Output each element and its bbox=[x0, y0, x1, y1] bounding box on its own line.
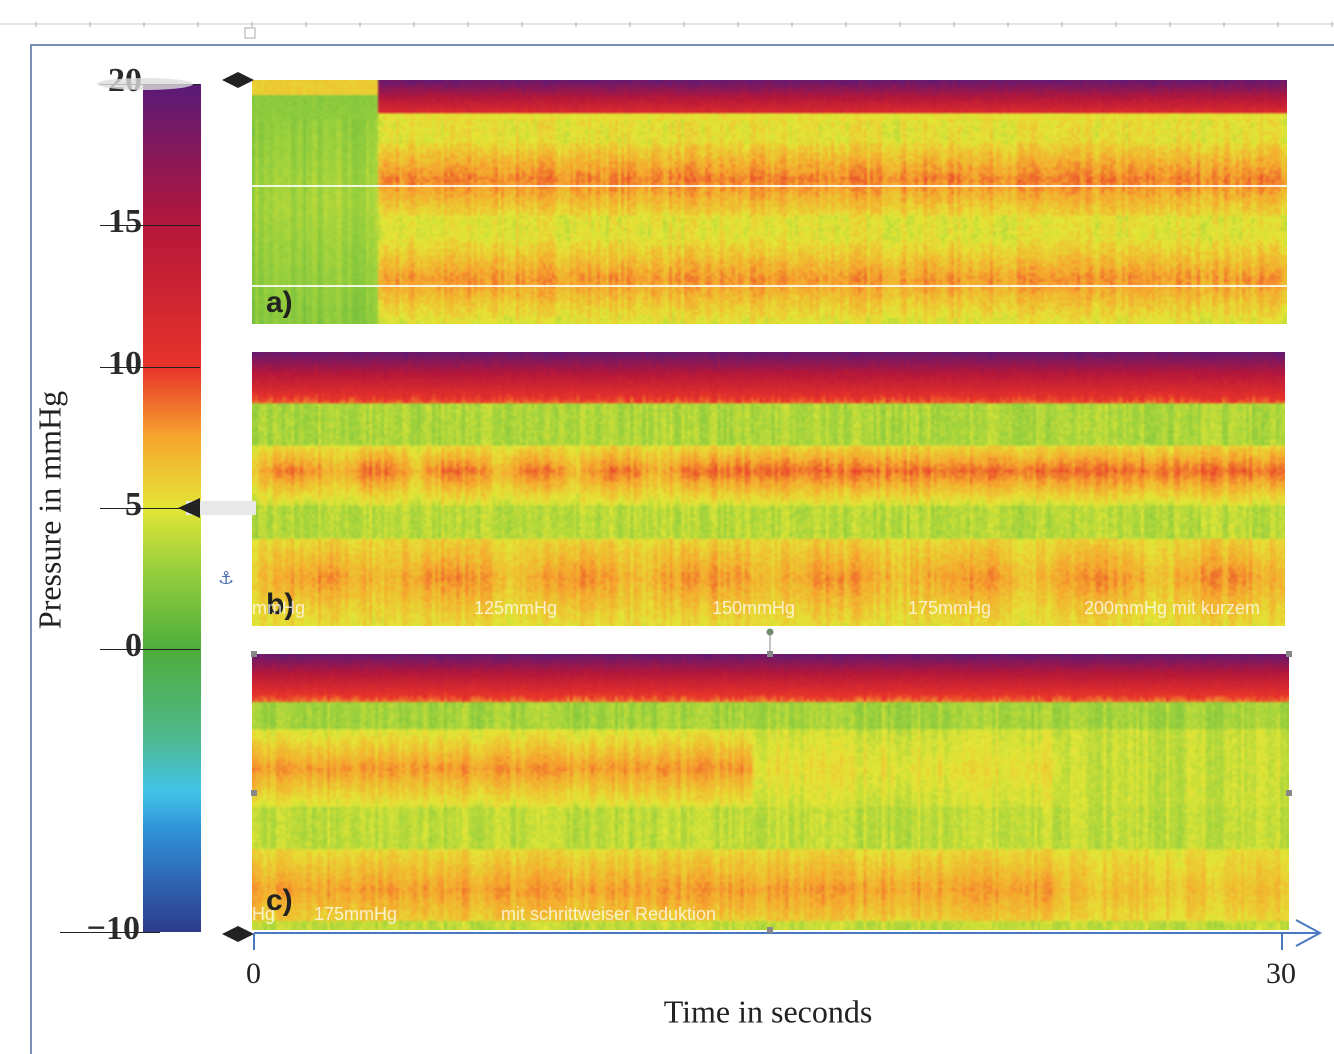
heatmap-panel-a[interactable]: a) bbox=[252, 80, 1287, 324]
colorbar-tick-label: 5 bbox=[125, 486, 142, 523]
colorbar-tick-label: 0 bbox=[125, 627, 142, 665]
reference-line bbox=[252, 285, 1287, 287]
colorbar-tick-label: 20 bbox=[108, 62, 142, 99]
segment-label: 150mmHg bbox=[712, 598, 796, 618]
document-ruler bbox=[0, 22, 1334, 39]
colorbar-tick-line bbox=[100, 366, 200, 368]
panel-label: b) bbox=[266, 588, 295, 621]
x-tick-label: 0 bbox=[246, 957, 261, 990]
segment-label: 125mmHg bbox=[474, 598, 558, 618]
svg-text:⚓: ⚓ bbox=[218, 568, 234, 589]
heatmap-panel-b[interactable]: b) mmHg 125mmHg 150mmHg 175mmHg 200mmHg mit k… bbox=[252, 352, 1285, 626]
reference-line bbox=[252, 185, 1287, 187]
heatmap-image bbox=[252, 352, 1285, 626]
segment-label: 200mmHg mit kurzem bbox=[1084, 598, 1261, 618]
x-axis-label: Time in seconds bbox=[663, 993, 873, 1030]
pointer-arrow-icon[interactable] bbox=[178, 498, 256, 518]
panel-label: c) bbox=[266, 884, 293, 917]
colorbar-tick-line bbox=[100, 84, 200, 85]
colorbar-tick-line bbox=[100, 649, 200, 651]
colorbar-tick-label: 15 bbox=[108, 203, 142, 241]
panel-label: a) bbox=[266, 286, 293, 319]
ruler-indent-marker[interactable] bbox=[244, 27, 256, 39]
bottom-resize-handle-icon[interactable] bbox=[222, 926, 254, 942]
segment-label: Hg bbox=[252, 904, 276, 924]
segment-label: mit schrittweiser Reduktion bbox=[501, 904, 717, 924]
x-tick-label: 30 bbox=[1266, 957, 1296, 990]
y-axis-label: Pressure in mmHg bbox=[31, 390, 68, 630]
segment-label: 175mmHg bbox=[908, 598, 992, 618]
heatmap-panel-c[interactable]: c) Hg 175mmHg mit schrittweiser Reduktion bbox=[252, 654, 1289, 930]
anchor-icon[interactable]: ⚓ bbox=[218, 568, 234, 589]
colorbar-tick-line bbox=[60, 932, 160, 933]
heatmap-image bbox=[252, 654, 1289, 930]
colorbar-tick-label: −10 bbox=[86, 910, 140, 947]
top-resize-handle-icon[interactable] bbox=[222, 72, 254, 88]
page-frame bbox=[30, 44, 1334, 1054]
segment-label: 175mmHg bbox=[314, 904, 398, 924]
colorbar-tick-label: 10 bbox=[108, 344, 142, 382]
heatmap-image bbox=[252, 80, 1287, 324]
colorbar-tick-line bbox=[100, 508, 200, 509]
colorbar-tick-line bbox=[100, 225, 200, 227]
segment-label: mmHg bbox=[252, 598, 305, 618]
